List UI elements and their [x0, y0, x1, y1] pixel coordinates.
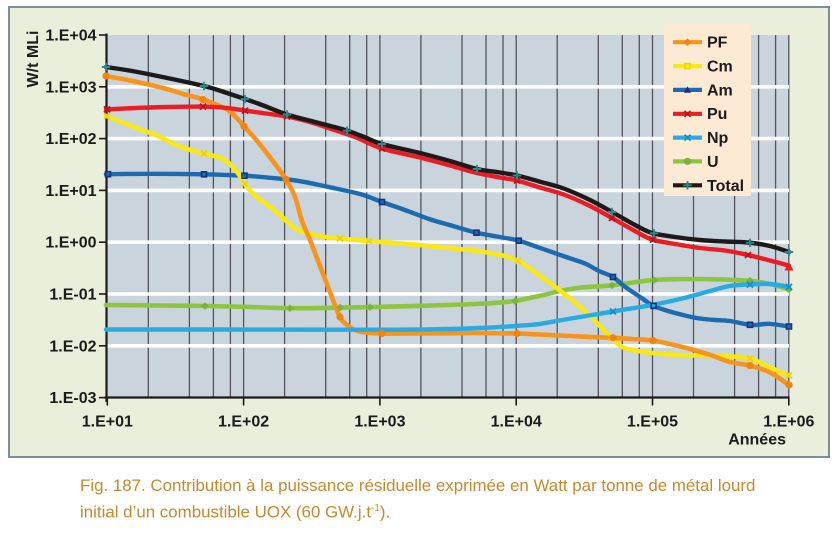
svg-text:W/t MLi: W/t MLi [25, 31, 42, 88]
svg-text:Années: Années [728, 432, 786, 449]
svg-text:1.E-02: 1.E-02 [49, 338, 96, 355]
svg-text:Cm: Cm [707, 59, 733, 76]
svg-text:1.E+02: 1.E+02 [45, 131, 96, 148]
svg-text:1.E+01: 1.E+01 [82, 414, 133, 431]
svg-text:U: U [707, 154, 719, 171]
svg-text:1.E+06: 1.E+06 [763, 414, 814, 431]
svg-text:Total: Total [707, 178, 744, 195]
svg-text:1.E+04: 1.E+04 [491, 414, 542, 431]
svg-text:1.E+02: 1.E+02 [218, 414, 269, 431]
svg-text:PF: PF [707, 35, 728, 52]
svg-text:Pu: Pu [707, 106, 727, 123]
svg-text:1.E+03: 1.E+03 [45, 79, 96, 96]
svg-text:1.E-03: 1.E-03 [49, 390, 96, 407]
svg-text:1.E+04: 1.E+04 [45, 28, 96, 45]
svg-text:1.E+05: 1.E+05 [627, 414, 678, 431]
svg-text:1.E+00: 1.E+00 [45, 235, 96, 252]
svg-text:1.E+03: 1.E+03 [354, 414, 405, 431]
svg-text:1.E+01: 1.E+01 [45, 183, 96, 200]
svg-text:1.E-01: 1.E-01 [49, 287, 96, 304]
svg-text:Np: Np [707, 130, 729, 147]
svg-text:Am: Am [707, 82, 733, 99]
